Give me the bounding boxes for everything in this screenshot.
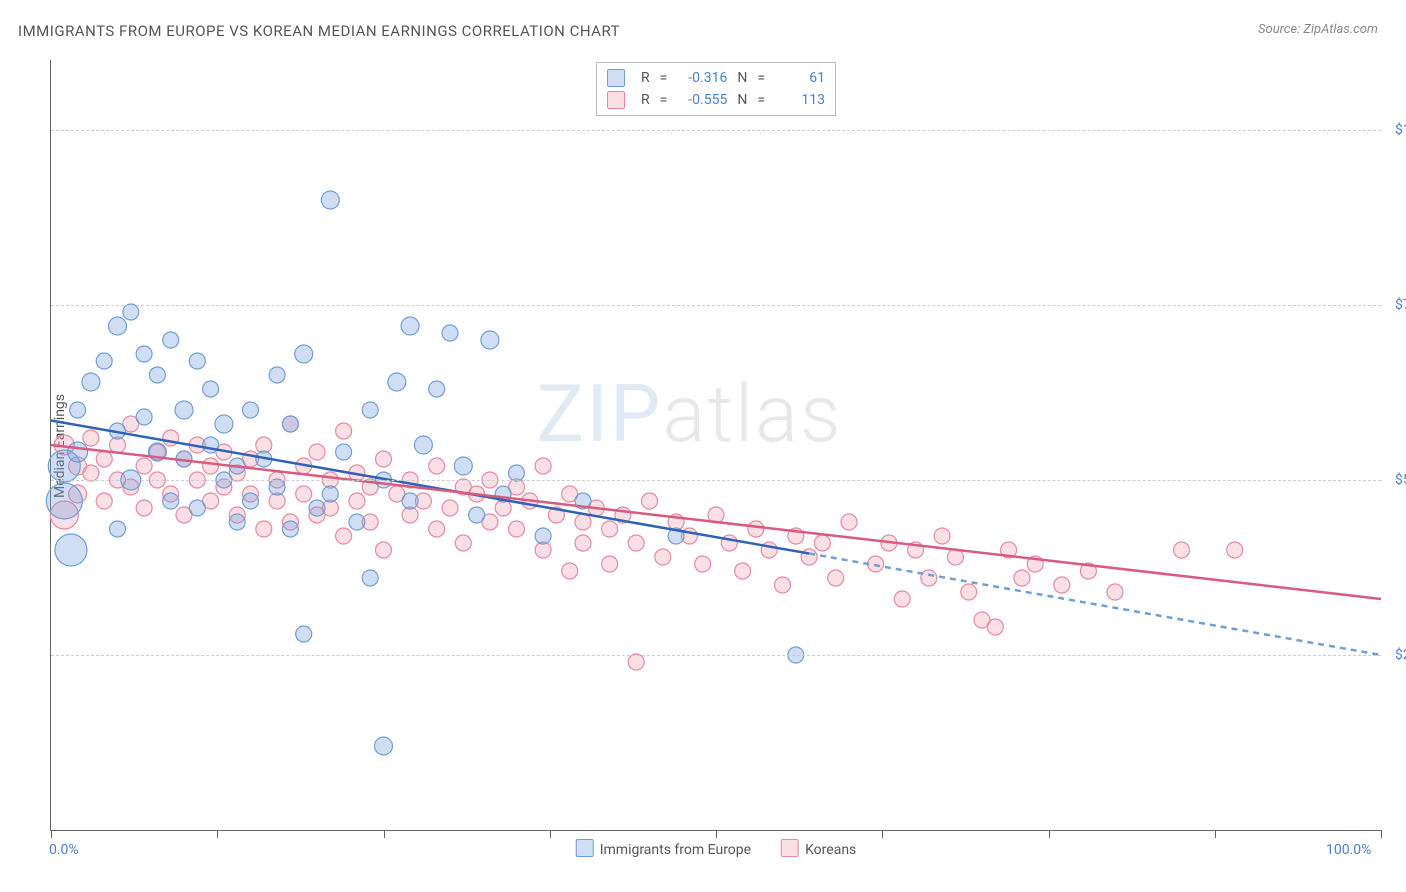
x-tick (550, 830, 551, 838)
gridline (51, 130, 1381, 131)
legend-item-europe: Immigrants from Europe (576, 839, 751, 858)
r-label-k: R (641, 89, 650, 111)
x-tick (384, 830, 385, 838)
n-label: N (737, 67, 747, 89)
legend-label-europe: Immigrants from Europe (600, 842, 751, 858)
gridline (51, 655, 1381, 656)
eq-label: = (660, 67, 668, 89)
y-tick-label: $25,000 (1391, 647, 1406, 663)
x-tick (716, 830, 717, 838)
legend-item-korean: Koreans (781, 839, 856, 858)
trendline-layer (51, 60, 1381, 830)
chart-title: IMMIGRANTS FROM EUROPE VS KOREAN MEDIAN … (18, 22, 620, 40)
x-axis-label: 0.0% (49, 842, 79, 858)
stats-row-europe: R = -0.316 N = 61 (607, 67, 825, 89)
x-tick (51, 830, 52, 838)
eq-label-k2: = (757, 89, 765, 111)
chart-container: IMMIGRANTS FROM EUROPE VS KOREAN MEDIAN … (0, 0, 1406, 892)
stats-legend: R = -0.316 N = 61 R = -0.555 N = 113 (596, 62, 836, 116)
swatch-europe-icon-2 (576, 839, 594, 857)
y-tick-label: $50,000 (1391, 472, 1406, 488)
gridline (51, 480, 1381, 481)
x-tick (1049, 830, 1050, 838)
legend-label-korean: Koreans (805, 842, 856, 858)
x-tick (1381, 830, 1382, 838)
source-label: Source: ZipAtlas.com (1258, 22, 1378, 37)
n-value-europe: 61 (775, 67, 825, 89)
x-tick (217, 830, 218, 838)
stats-row-korean: R = -0.555 N = 113 (607, 89, 825, 111)
y-tick-label: $75,000 (1391, 297, 1406, 313)
x-legend: Immigrants from Europe Koreans (576, 839, 857, 858)
n-value-korean: 113 (775, 89, 825, 111)
r-value-europe: -0.316 (677, 67, 727, 89)
r-value-korean: -0.555 (677, 89, 727, 111)
x-tick (882, 830, 883, 838)
swatch-europe-icon (607, 69, 625, 87)
y-tick-label: $100,000 (1391, 122, 1406, 138)
swatch-korean-icon-2 (781, 839, 799, 857)
eq-label-k: = (660, 89, 668, 111)
eq-label-2: = (757, 67, 765, 89)
swatch-korean-icon (607, 91, 625, 109)
x-tick (1215, 830, 1216, 838)
plot-area: ZIPatlas R = -0.316 N = 61 R = -0.555 N … (50, 60, 1381, 831)
x-axis-label: 100.0% (1326, 842, 1371, 858)
n-label-k: N (737, 89, 747, 111)
gridline (51, 305, 1381, 306)
r-label: R (641, 67, 650, 89)
